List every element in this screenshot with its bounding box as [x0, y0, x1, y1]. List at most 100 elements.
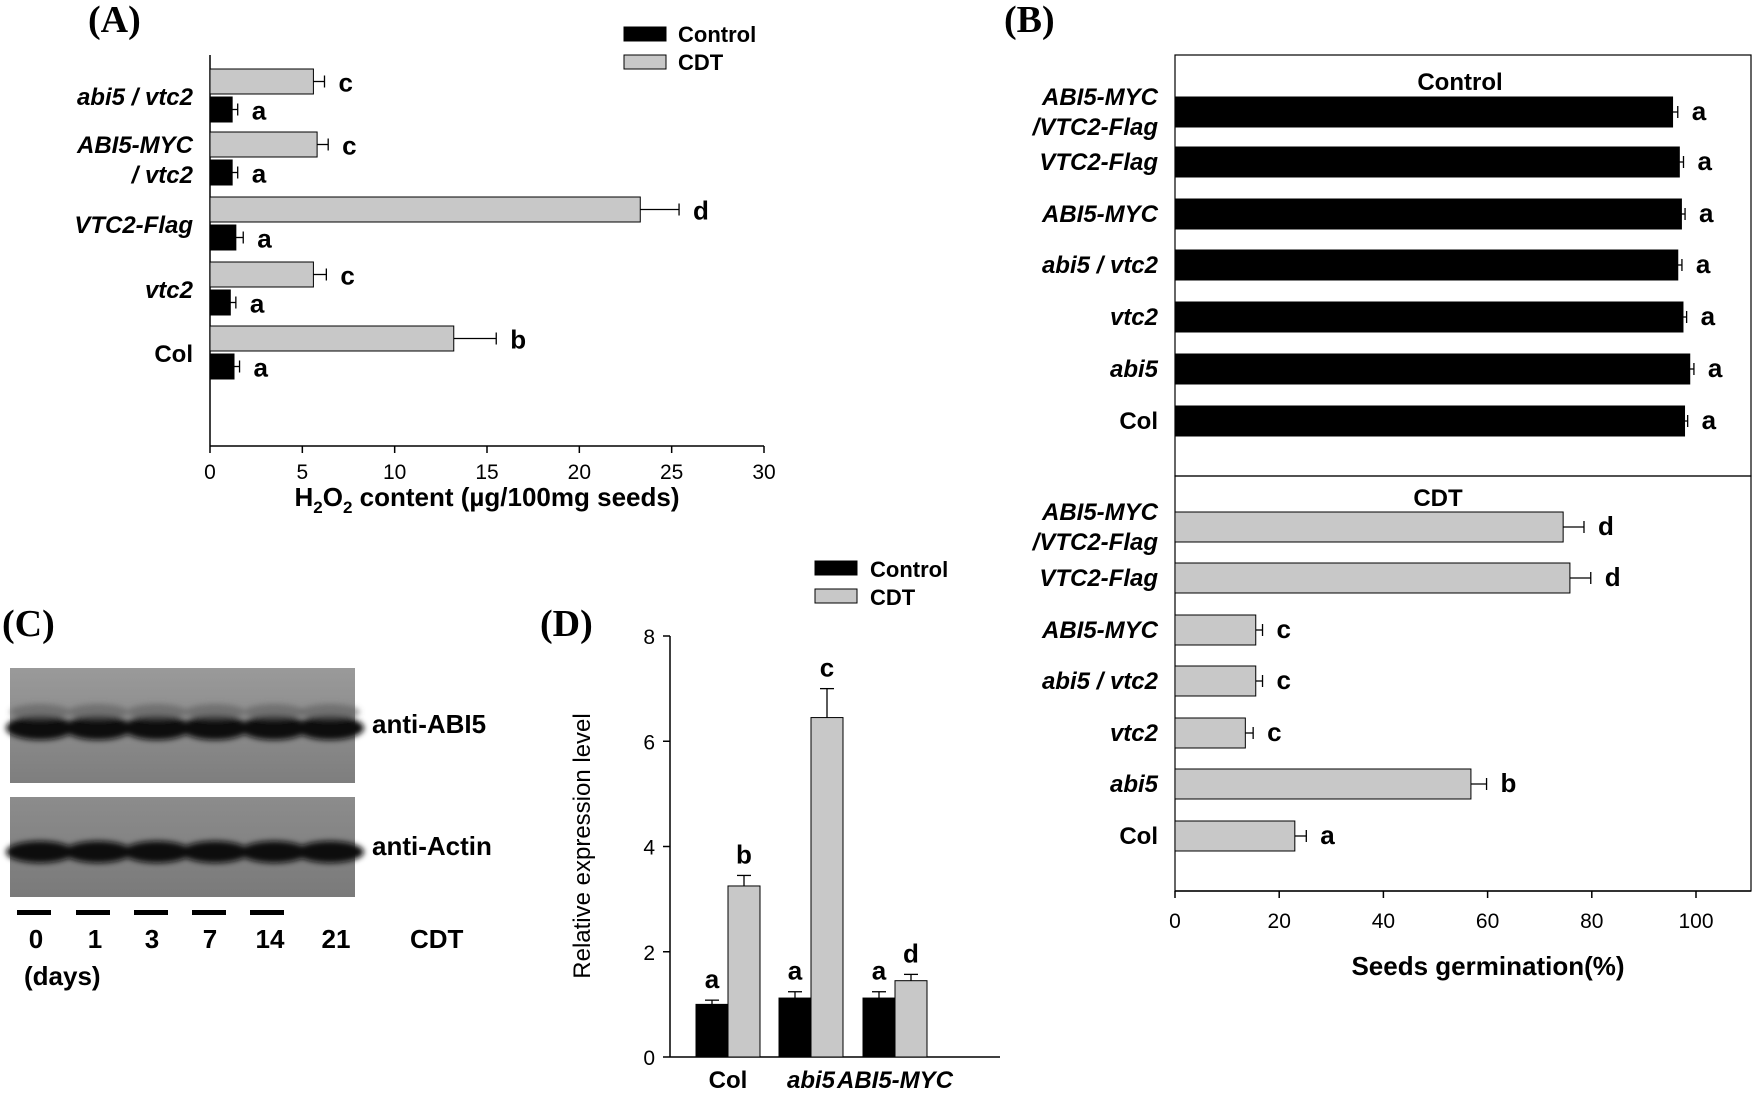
significance-letter: b — [1501, 768, 1517, 798]
category-label: VTC2-Flag — [74, 212, 193, 239]
blot-band-actin — [6, 841, 74, 863]
panel-label-b: (B) — [1004, 0, 1055, 41]
bar-control — [209, 289, 231, 316]
blot-lane-label: 7 — [203, 924, 217, 954]
significance-letter: a — [1692, 96, 1707, 126]
significance-letter: a — [788, 956, 803, 986]
category-label: Col — [1119, 408, 1158, 435]
bar-control — [862, 997, 896, 1058]
legend-label-cdt: CDT — [870, 585, 916, 610]
blot-band-abi5-smear — [244, 704, 304, 720]
blot-band-actin — [240, 841, 308, 863]
x-tick-label: 15 — [475, 461, 498, 484]
y-tick-label: 8 — [643, 626, 655, 649]
category-label: abi5 / vtc2 — [1042, 252, 1159, 279]
blot-lane-divider — [192, 910, 226, 915]
blot-band-actin — [181, 841, 249, 863]
bar-control — [209, 96, 233, 123]
category-label: ABI5-MYC — [76, 132, 194, 159]
significance-letter: a — [872, 956, 887, 986]
significance-letter: d — [1598, 511, 1614, 541]
category-label: Col — [709, 1067, 748, 1094]
category-label: vtc2 — [1110, 304, 1159, 331]
bar-cdt — [1174, 768, 1472, 800]
significance-letter: a — [254, 353, 269, 383]
bar-control — [209, 224, 237, 251]
bar-cdt — [209, 68, 314, 95]
category-label: vtc2 — [145, 277, 194, 304]
category-label: ABI5-MYC — [1041, 499, 1159, 526]
blot-label-abi5: anti-ABI5 — [372, 709, 486, 739]
chart-b: Control CDT 0 20 40 60 80 100 ABI5-MYC/VTC2-F… — [1032, 54, 1752, 981]
legend-swatch-cdt — [814, 588, 858, 604]
significance-letter: c — [1277, 665, 1291, 695]
bar-cdt — [1174, 717, 1246, 749]
blot-band-abi5-smear — [68, 704, 128, 720]
blot-band-actin — [296, 841, 364, 863]
blot-lane-divider — [76, 910, 110, 915]
significance-letter: c — [1277, 614, 1291, 644]
bar-cdt — [209, 196, 641, 223]
x-tick-label: 20 — [1268, 910, 1291, 933]
x-tick-label: 100 — [1678, 910, 1713, 933]
significance-letter: b — [736, 839, 752, 869]
significance-letter: a — [1701, 301, 1716, 331]
x-tick-label: 20 — [568, 461, 591, 484]
chart-b-control-title: Control — [1417, 69, 1502, 96]
category-label: Col — [154, 341, 193, 368]
blot-band-abi5 — [240, 716, 308, 740]
bar-control — [1174, 198, 1682, 230]
category-label: / vtc2 — [131, 162, 194, 189]
x-tick-label: 25 — [660, 461, 683, 484]
category-label: ABI5-MYC — [836, 1067, 954, 1094]
significance-letter: a — [1696, 249, 1711, 279]
significance-letter: a — [257, 224, 272, 254]
legend-label-cdt: CDT — [678, 50, 724, 75]
category-label: abi5 — [1110, 771, 1159, 798]
significance-letter: a — [1699, 198, 1714, 228]
chart-d-legend: Control CDT — [814, 557, 948, 610]
significance-letter: a — [250, 289, 265, 319]
bar-cdt — [209, 131, 318, 158]
category-label: abi5 — [1110, 356, 1159, 383]
category-label: /VTC2-Flag — [1032, 114, 1159, 141]
blot-lane-divider — [134, 910, 168, 915]
bar-cdt — [1174, 614, 1257, 646]
chart-b-cdt-title: CDT — [1413, 485, 1463, 512]
legend-label-control: Control — [678, 22, 756, 47]
bar-cdt — [1174, 562, 1571, 594]
bar-control — [1174, 249, 1679, 281]
blot-band-actin — [123, 841, 191, 863]
y-tick-label: 0 — [643, 1047, 655, 1070]
category-label: VTC2-Flag — [1039, 149, 1158, 176]
significance-letter: a — [1320, 820, 1335, 850]
x-tick-label: 10 — [383, 461, 406, 484]
bar-control — [778, 997, 812, 1058]
x-tick-label: 0 — [1169, 910, 1181, 933]
blot-lane-suffix: CDT — [410, 924, 464, 954]
bar-cdt — [1174, 665, 1257, 697]
bar-control — [1174, 405, 1686, 437]
legend-swatch-control — [814, 560, 858, 576]
bar-control — [1174, 146, 1680, 178]
bar-control — [695, 1003, 729, 1058]
category-label: abi5 / vtc2 — [1042, 668, 1159, 695]
blot-lane-label: 1 — [88, 924, 102, 954]
significance-letter: d — [693, 196, 709, 226]
category-label: /VTC2-Flag — [1032, 529, 1159, 556]
blot-band-abi5 — [181, 716, 249, 740]
bar-cdt — [727, 885, 761, 1058]
category-label: ABI5-MYC — [1041, 84, 1159, 111]
x-tick-label: 30 — [752, 461, 775, 484]
significance-letter: c — [342, 131, 356, 161]
blot-lane-divider — [250, 910, 284, 915]
blot-band-abi5 — [296, 716, 364, 740]
x-tick-label: 0 — [204, 461, 216, 484]
x-tick-label: 5 — [296, 461, 308, 484]
legend-swatch-cdt — [623, 54, 667, 70]
chart-a-x-axis-label: H2O2 content (µg/100mg seeds) — [294, 482, 679, 517]
bar-control — [209, 353, 235, 380]
blot-band-abi5-smear — [127, 704, 187, 720]
panel-label-c: (C) — [2, 603, 55, 645]
